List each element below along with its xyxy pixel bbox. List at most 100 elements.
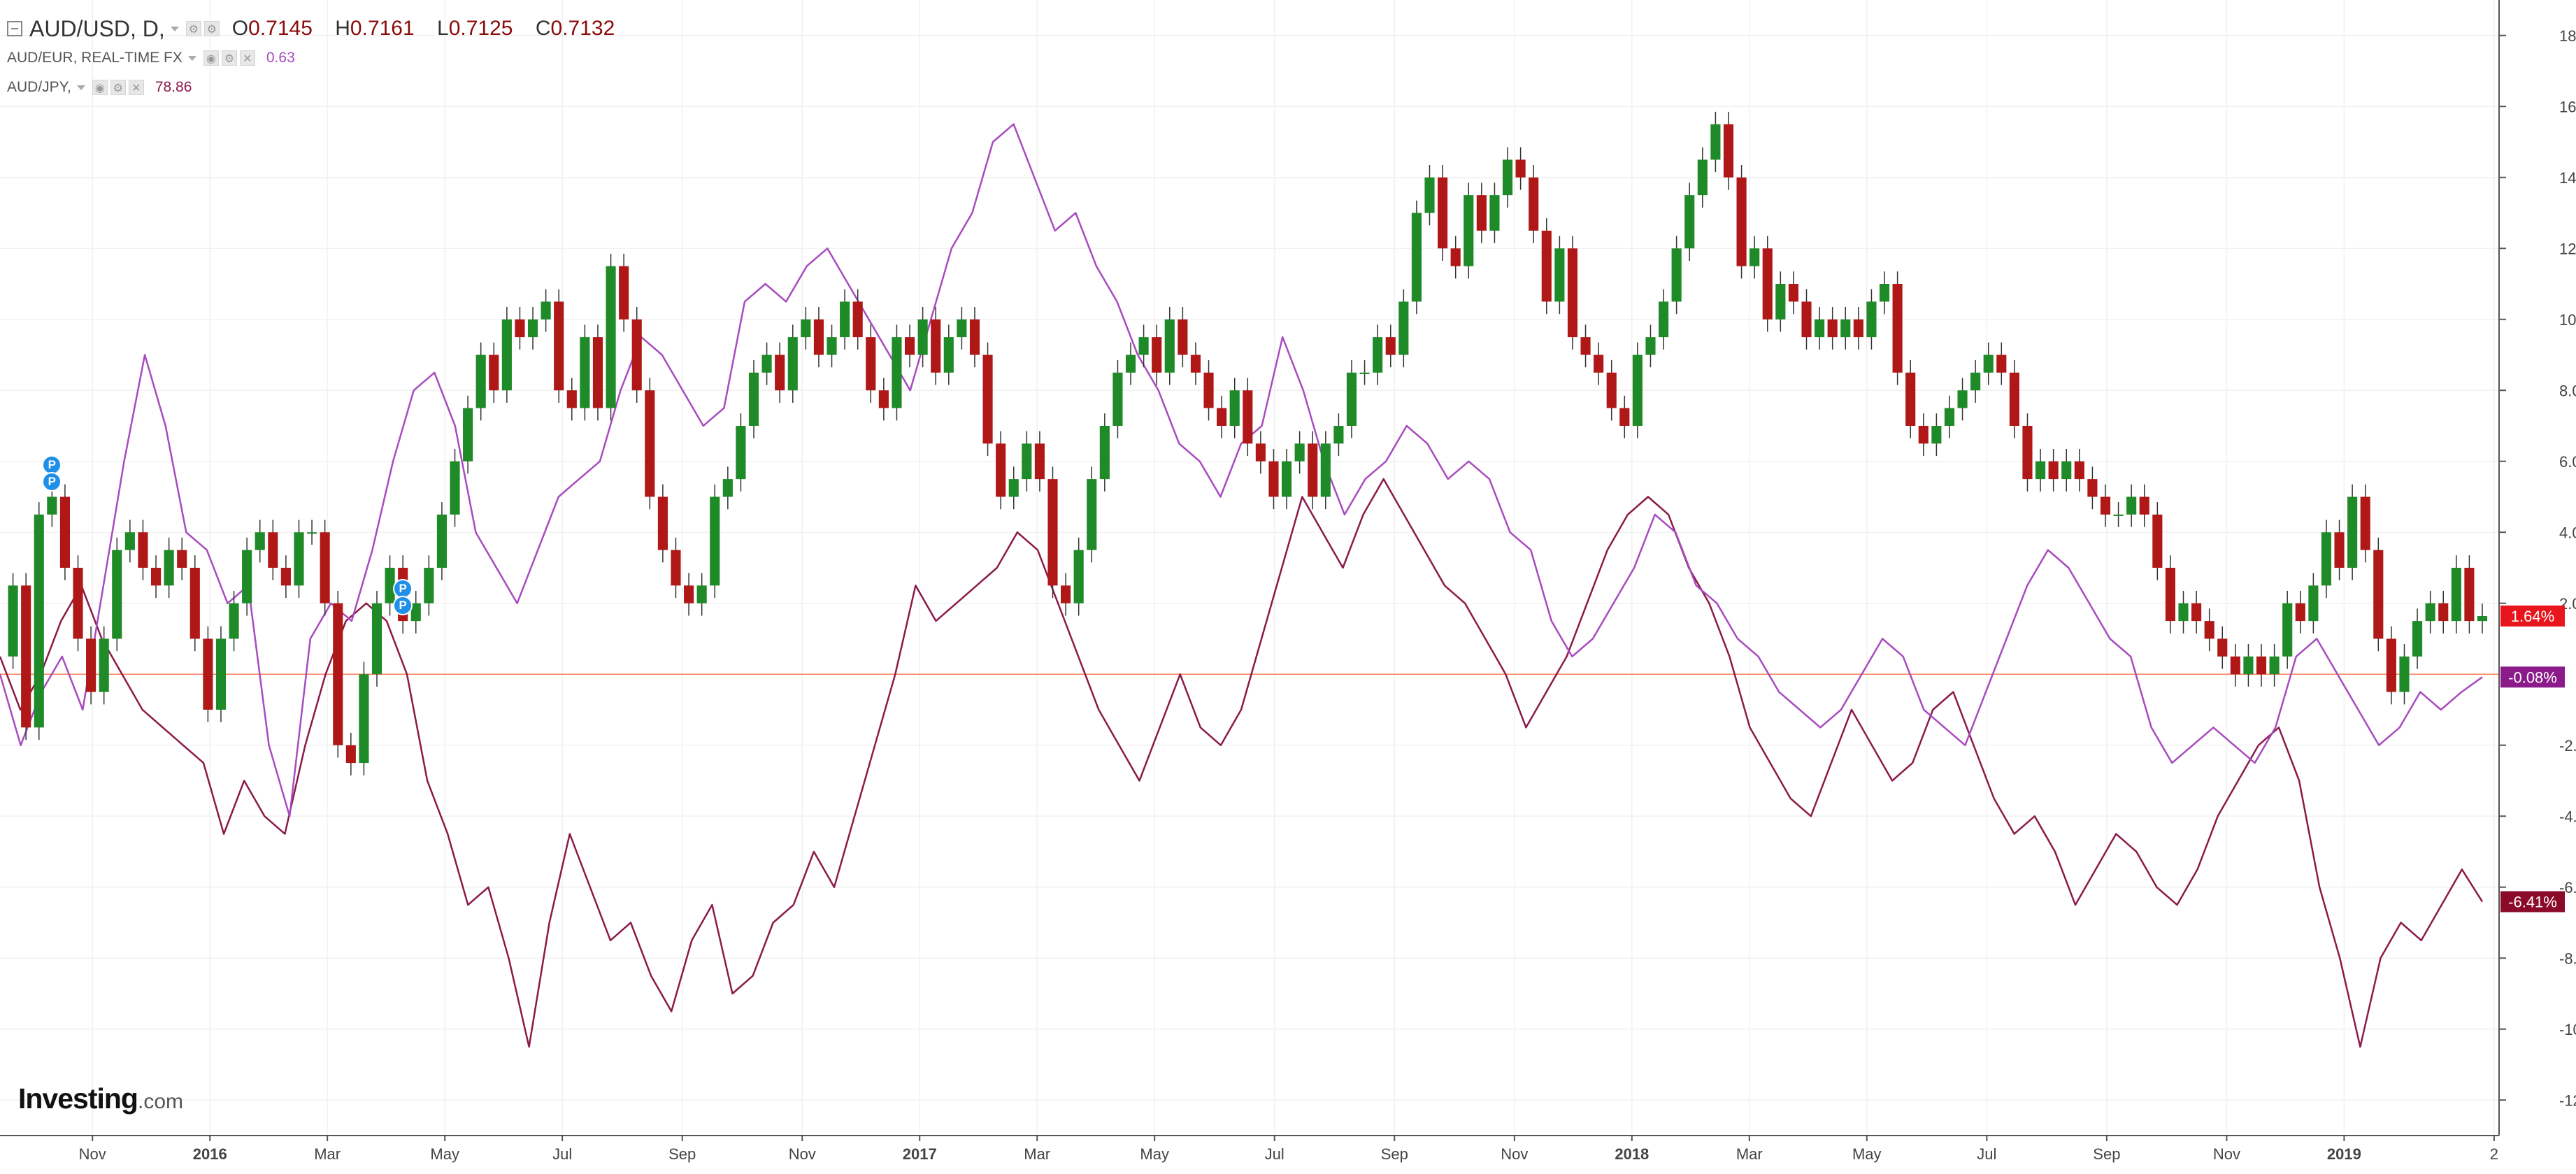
candle-body bbox=[1606, 372, 1617, 408]
candle-body bbox=[1346, 372, 1357, 426]
legend: AUD/USD, D, ⚙ ⚙ O0.7145 H0.7161 L0.7125 … bbox=[7, 14, 631, 102]
chevron-down-icon[interactable] bbox=[187, 55, 196, 61]
candle-body bbox=[696, 585, 707, 603]
candle-body bbox=[1268, 461, 1279, 497]
event-marker-icon[interactable]: P bbox=[42, 471, 62, 492]
candle-body bbox=[996, 443, 1006, 497]
candle-body bbox=[320, 532, 330, 603]
candle-body bbox=[1320, 443, 1331, 497]
x-tick-label: Sep bbox=[1381, 1145, 1408, 1163]
candle-body bbox=[1658, 301, 1669, 338]
x-tick-label: Mar bbox=[1736, 1145, 1763, 1163]
candle-body bbox=[2399, 656, 2410, 692]
candle-body bbox=[527, 319, 538, 338]
candle-body bbox=[1138, 337, 1149, 355]
collapse-icon[interactable] bbox=[7, 21, 22, 36]
candle-body bbox=[489, 355, 499, 391]
candle-body bbox=[2256, 656, 2267, 675]
candle-body bbox=[1827, 319, 1838, 338]
candle-body bbox=[280, 568, 291, 586]
candle-body bbox=[1022, 443, 1032, 480]
candle-body bbox=[2477, 616, 2488, 622]
x-tick-label: 2 bbox=[2490, 1145, 2498, 1163]
candle-body bbox=[333, 603, 343, 745]
close-icon[interactable]: ✕ bbox=[239, 50, 255, 66]
candle-body bbox=[1359, 372, 1370, 374]
y-tick-label: -2.00% bbox=[2559, 737, 2576, 754]
ohlc-readout: O0.7145 H0.7161 L0.7125 C0.7132 bbox=[232, 17, 631, 41]
chevron-down-icon[interactable] bbox=[76, 85, 85, 90]
candle-body bbox=[215, 638, 227, 710]
close-icon[interactable]: ✕ bbox=[128, 80, 144, 95]
candle-body bbox=[1294, 443, 1305, 461]
candle-body bbox=[892, 337, 902, 408]
gear-icon[interactable]: ⚙ bbox=[203, 21, 220, 36]
high-label: H bbox=[335, 17, 350, 40]
logo-name: Investing bbox=[18, 1082, 138, 1115]
eye-icon[interactable]: ◉ bbox=[92, 80, 108, 95]
candle-body bbox=[1281, 461, 1292, 497]
high-value: 0.7161 bbox=[350, 17, 415, 40]
event-marker-icon[interactable]: P bbox=[393, 579, 413, 599]
candle-body bbox=[1073, 550, 1084, 603]
candle-body bbox=[1476, 195, 1487, 231]
candle-body bbox=[1905, 372, 1916, 426]
candle-body bbox=[943, 337, 954, 373]
candle-body bbox=[2126, 496, 2137, 515]
candle-body bbox=[2204, 621, 2214, 639]
candle-body bbox=[2282, 603, 2293, 657]
eye-icon[interactable]: ◉ bbox=[203, 50, 219, 66]
y-tick-label: -10.00% bbox=[2559, 1021, 2576, 1038]
candle-body bbox=[1398, 301, 1409, 355]
candle-body bbox=[580, 337, 590, 408]
x-tick-label: Sep bbox=[2093, 1145, 2120, 1163]
candle-body bbox=[866, 337, 876, 391]
candle-body bbox=[177, 550, 187, 568]
gear-icon[interactable]: ⚙ bbox=[221, 50, 237, 66]
candle-body bbox=[917, 319, 928, 355]
candle-body bbox=[242, 550, 252, 603]
x-tick-label: May bbox=[1140, 1145, 1169, 1163]
candle-body bbox=[86, 638, 96, 692]
legend-compare-row[interactable]: AUD/EUR, REAL-TIME FX ◉ ⚙ ✕ 0.63 bbox=[7, 43, 631, 73]
candle-body bbox=[2048, 461, 2059, 480]
x-tick-label: 2017 bbox=[903, 1145, 937, 1163]
candle-body bbox=[1788, 284, 1798, 302]
candle-body bbox=[1983, 355, 1994, 373]
candle-body bbox=[813, 319, 824, 355]
candle-body bbox=[1684, 195, 1695, 249]
x-tick-label: 2018 bbox=[1615, 1145, 1649, 1163]
candle-body bbox=[47, 496, 57, 515]
candle-body bbox=[307, 532, 317, 534]
candle-body bbox=[1034, 443, 1045, 480]
y-tick-label: 18.00% bbox=[2559, 27, 2576, 45]
x-tick-label: Sep bbox=[668, 1145, 696, 1163]
candle-body bbox=[1217, 408, 1227, 426]
candle-body bbox=[840, 301, 850, 338]
legend-compare-row[interactable]: AUD/JPY, ◉ ⚙ ✕ 78.86 bbox=[7, 73, 631, 102]
settings-icon[interactable]: ⚙ bbox=[185, 21, 201, 36]
axes bbox=[0, 0, 2500, 1136]
x-tick-label: Nov bbox=[789, 1145, 816, 1163]
candle-body bbox=[1333, 426, 1344, 444]
candle-body bbox=[1853, 319, 1863, 338]
gear-icon[interactable]: ⚙ bbox=[110, 80, 126, 95]
candle-body bbox=[1112, 372, 1123, 426]
candle-body bbox=[1762, 248, 1773, 320]
candle-body bbox=[450, 461, 460, 515]
candle-body bbox=[2022, 426, 2033, 480]
event-marker-icon[interactable]: P bbox=[393, 596, 413, 616]
x-tick-label: Jul bbox=[1977, 1145, 1996, 1163]
candle-body bbox=[748, 372, 759, 426]
candle-body bbox=[710, 496, 720, 586]
chevron-down-icon[interactable] bbox=[170, 26, 179, 31]
candle-body bbox=[1489, 195, 1500, 231]
candle-body bbox=[1203, 372, 1214, 408]
legend-main-row[interactable]: AUD/USD, D, ⚙ ⚙ O0.7145 H0.7161 L0.7125 … bbox=[7, 14, 631, 43]
candle-body bbox=[969, 319, 980, 355]
candle-body bbox=[1594, 355, 1604, 373]
last-value-badge bbox=[2500, 606, 2565, 627]
aud-usd-candles bbox=[8, 111, 2488, 775]
